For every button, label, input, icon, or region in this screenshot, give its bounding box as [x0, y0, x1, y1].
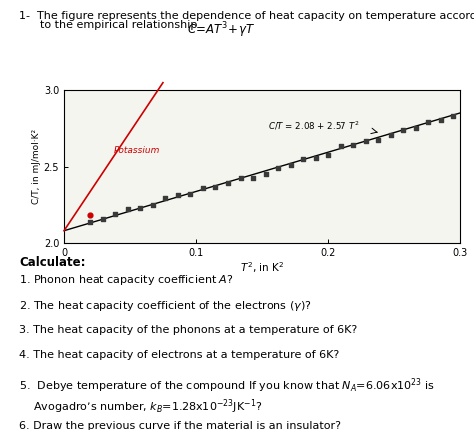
Y-axis label: C/T, in mJ/mol·K²: C/T, in mJ/mol·K²: [32, 129, 41, 204]
Point: [237, 175, 244, 181]
Point: [262, 171, 269, 178]
Text: 4. The heat capacity of electrons at a temperature of 6K?: 4. The heat capacity of electrons at a t…: [19, 350, 339, 360]
Point: [124, 206, 132, 212]
Point: [99, 216, 107, 223]
Text: 6. Draw the previous curve if the material is an insulator?: 6. Draw the previous curve if the materi…: [19, 421, 341, 430]
Point: [137, 205, 144, 212]
Point: [449, 112, 457, 119]
Point: [437, 117, 445, 123]
Text: 1-  The figure represents the dependence of heat capacity on temperature accordi: 1- The figure represents the dependence …: [19, 11, 474, 21]
Point: [187, 190, 194, 197]
Point: [224, 179, 232, 186]
Point: [274, 165, 282, 172]
Point: [387, 131, 394, 138]
Text: 2. The heat capacity coefficient of the electrons ($\gamma$)?: 2. The heat capacity coefficient of the …: [19, 299, 311, 313]
Point: [162, 194, 169, 201]
Point: [324, 151, 332, 158]
Point: [424, 118, 432, 125]
Point: [412, 125, 419, 132]
Text: 1. Phonon heat capacity coefficient $A$?: 1. Phonon heat capacity coefficient $A$?: [19, 273, 234, 287]
Point: [349, 142, 357, 149]
Point: [374, 136, 382, 143]
Point: [287, 162, 294, 169]
Point: [337, 142, 345, 149]
Point: [400, 126, 407, 133]
Point: [111, 211, 119, 218]
Point: [312, 154, 319, 161]
Text: Avogadro’s number, $k_B$=1.28x10$^{-23}$JK$^{-1}$?: Avogadro’s number, $k_B$=1.28x10$^{-23}$…: [19, 398, 263, 416]
Text: Potassium: Potassium: [114, 146, 161, 155]
Point: [87, 218, 94, 225]
Point: [199, 185, 207, 192]
Text: $C\!=\!AT^3\!+\!\gamma T$: $C\!=\!AT^3\!+\!\gamma T$: [187, 20, 255, 40]
Point: [362, 138, 369, 144]
Text: 3. The heat capacity of the phonons at a temperature of 6K?: 3. The heat capacity of the phonons at a…: [19, 325, 357, 335]
Point: [299, 156, 307, 163]
Point: [212, 183, 219, 190]
Text: 5.  Debye temperature of the compound If you know that $N_A$=6.06x10$^{23}$ is: 5. Debye temperature of the compound If …: [19, 376, 435, 395]
Point: [87, 211, 94, 218]
Point: [149, 201, 157, 208]
Point: [174, 192, 182, 199]
X-axis label: $T^2$, in K$^2$: $T^2$, in K$^2$: [240, 261, 284, 275]
Text: to the empirical relationship: to the empirical relationship: [19, 20, 201, 30]
Point: [249, 175, 257, 181]
Text: $C/T$ = 2.08 + 2.57 $T^2$: $C/T$ = 2.08 + 2.57 $T^2$: [268, 119, 360, 132]
Text: Calculate:: Calculate:: [19, 256, 85, 269]
